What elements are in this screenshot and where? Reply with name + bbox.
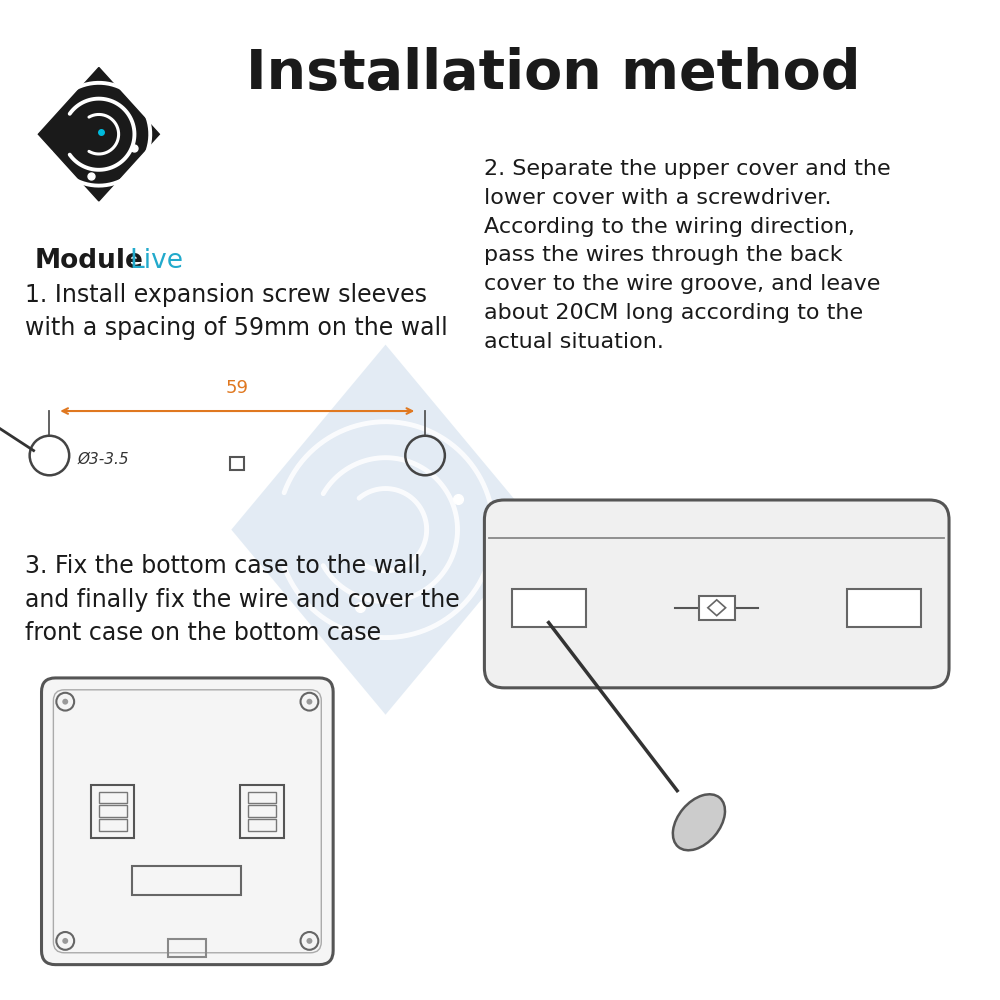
- Text: Module: Module: [35, 248, 143, 274]
- Text: 3. Fix the bottom case to the wall,
and finally fix the wire and cover the
front: 3. Fix the bottom case to the wall, and …: [25, 554, 459, 645]
- Bar: [699, 596, 735, 620]
- Bar: [91, 785, 134, 838]
- Polygon shape: [38, 67, 159, 201]
- Text: Live: Live: [130, 248, 184, 274]
- Circle shape: [306, 938, 312, 944]
- Circle shape: [62, 699, 68, 705]
- Bar: [248, 805, 276, 817]
- Text: 2. Separate the upper cover and the
lower cover with a screwdriver.
According to: 2. Separate the upper cover and the lowe…: [484, 159, 891, 352]
- Text: Ø3-3.5: Ø3-3.5: [77, 452, 129, 467]
- Bar: [132, 866, 241, 895]
- FancyBboxPatch shape: [42, 678, 333, 965]
- Bar: [248, 819, 276, 831]
- Circle shape: [62, 938, 68, 944]
- Text: Installation method: Installation method: [246, 47, 861, 101]
- Text: 1. Install expansion screw sleeves
with a spacing of 59mm on the wall: 1. Install expansion screw sleeves with …: [25, 283, 447, 340]
- Text: 59: 59: [226, 379, 249, 397]
- Bar: [99, 805, 127, 817]
- Bar: [240, 785, 284, 838]
- Bar: [99, 819, 127, 831]
- Bar: [512, 589, 586, 627]
- Bar: [230, 457, 244, 470]
- Circle shape: [306, 699, 312, 705]
- Bar: [847, 589, 921, 627]
- FancyBboxPatch shape: [484, 500, 949, 688]
- Polygon shape: [231, 345, 540, 715]
- Ellipse shape: [673, 794, 725, 850]
- Bar: [99, 792, 127, 803]
- Bar: [168, 939, 206, 957]
- Bar: [248, 792, 276, 803]
